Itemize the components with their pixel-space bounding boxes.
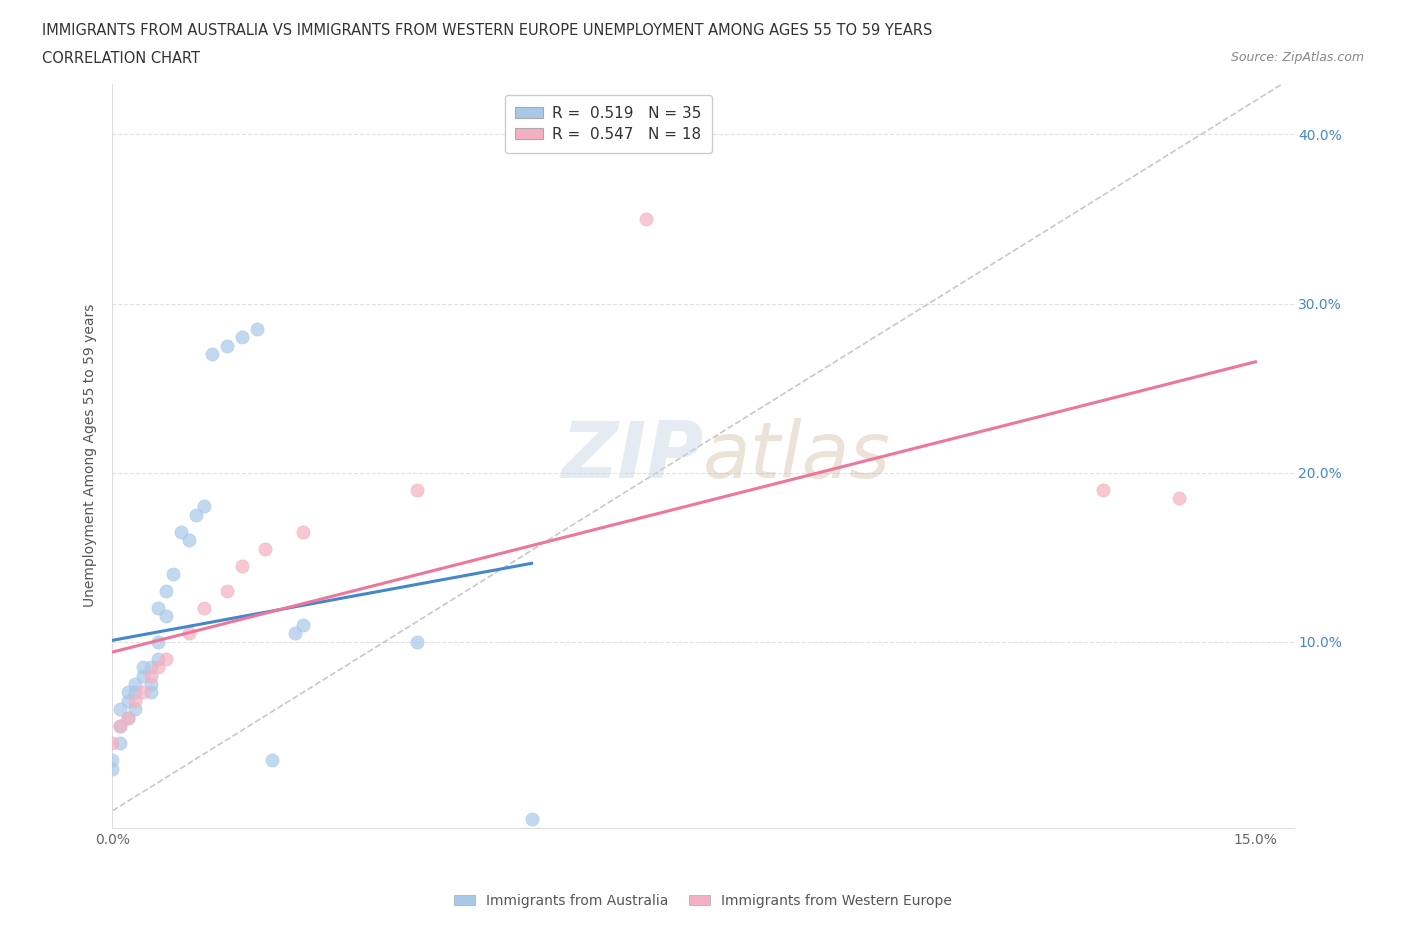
Point	[177, 626, 200, 641]
Point	[186, 508, 208, 523]
Point	[148, 651, 170, 666]
Point	[101, 752, 124, 767]
Point	[148, 601, 170, 616]
Point	[215, 583, 238, 598]
Point	[155, 583, 177, 598]
Point	[634, 211, 657, 226]
Text: CORRELATION CHART: CORRELATION CHART	[42, 51, 200, 66]
Point	[101, 761, 124, 776]
Point	[148, 659, 170, 674]
Point	[124, 694, 146, 709]
Point	[155, 609, 177, 624]
Point	[139, 659, 162, 674]
Point	[148, 634, 170, 649]
Point	[284, 626, 307, 641]
Point	[406, 482, 429, 497]
Text: IMMIGRANTS FROM AUSTRALIA VS IMMIGRANTS FROM WESTERN EUROPE UNEMPLOYMENT AMONG A: IMMIGRANTS FROM AUSTRALIA VS IMMIGRANTS …	[42, 23, 932, 38]
Point	[177, 533, 200, 548]
Point	[1168, 490, 1191, 505]
Point	[132, 668, 155, 683]
Point	[231, 558, 253, 573]
Point	[101, 736, 124, 751]
Legend: Immigrants from Australia, Immigrants from Western Europe: Immigrants from Australia, Immigrants fr…	[449, 889, 957, 914]
Point	[117, 711, 139, 725]
Point	[253, 541, 276, 556]
Point	[406, 634, 429, 649]
Point	[246, 322, 269, 337]
Y-axis label: Unemployment Among Ages 55 to 59 years: Unemployment Among Ages 55 to 59 years	[83, 304, 97, 607]
Point	[170, 525, 193, 539]
Legend: R =  0.519   N = 35, R =  0.547   N = 18: R = 0.519 N = 35, R = 0.547 N = 18	[505, 95, 713, 153]
Point	[262, 752, 284, 767]
Point	[200, 347, 222, 362]
Point	[155, 651, 177, 666]
Point	[108, 719, 131, 734]
Point	[193, 499, 215, 514]
Point	[1092, 482, 1115, 497]
Point	[117, 694, 139, 709]
Point	[108, 719, 131, 734]
Point	[117, 711, 139, 725]
Point	[139, 676, 162, 691]
Point	[108, 736, 131, 751]
Point	[520, 812, 543, 827]
Point	[139, 685, 162, 700]
Point	[231, 330, 253, 345]
Point	[215, 339, 238, 353]
Point	[291, 618, 314, 632]
Point	[132, 685, 155, 700]
Point	[139, 668, 162, 683]
Point	[124, 685, 146, 700]
Point	[117, 685, 139, 700]
Point	[124, 702, 146, 717]
Text: ZIP: ZIP	[561, 418, 703, 494]
Point	[291, 525, 314, 539]
Point	[132, 659, 155, 674]
Text: atlas: atlas	[703, 418, 891, 494]
Point	[162, 566, 184, 581]
Point	[108, 702, 131, 717]
Point	[124, 676, 146, 691]
Point	[193, 601, 215, 616]
Text: Source: ZipAtlas.com: Source: ZipAtlas.com	[1230, 51, 1364, 64]
